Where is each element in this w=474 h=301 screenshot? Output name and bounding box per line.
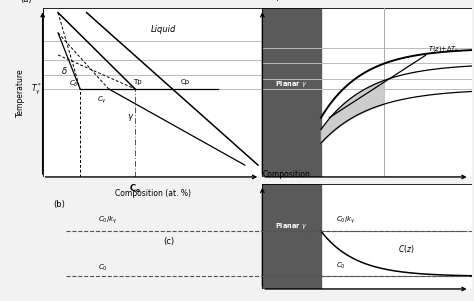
Text: $C_0$: $C_0$ — [336, 261, 346, 271]
Text: Composition: Composition — [263, 169, 310, 178]
Text: Cp: Cp — [181, 79, 190, 85]
Text: $T(z){+}\Delta T_n$: $T(z){+}\Delta T_n$ — [428, 44, 459, 54]
Text: $T_1^\delta(C_0/k_\delta)$: $T_1^\delta(C_0/k_\delta)$ — [264, 70, 291, 81]
Text: (a): (a) — [21, 0, 32, 4]
Text: Tp: Tp — [133, 79, 141, 85]
Bar — [263, 8, 321, 177]
Text: $T^*_\gamma$: $T^*_\gamma$ — [31, 81, 42, 97]
Text: $C(z)$: $C(z)$ — [398, 243, 415, 255]
Text: $C_\delta$: $C_\delta$ — [69, 79, 78, 89]
Text: $C_0$: $C_0$ — [98, 263, 107, 273]
Text: Composition (at. %): Composition (at. %) — [115, 189, 191, 198]
Text: Planar $\gamma$: Planar $\gamma$ — [275, 79, 308, 89]
Text: (c): (c) — [164, 237, 174, 246]
Text: (b): (b) — [54, 200, 65, 209]
Text: $C_\gamma$: $C_\gamma$ — [97, 95, 107, 107]
Text: $z_n$: $z_n$ — [380, 184, 388, 193]
Text: Temperature: Temperature — [16, 68, 25, 116]
Text: $T_1^\gamma(C_0)$: $T_1^\gamma(C_0)$ — [264, 55, 283, 65]
Text: $\gamma$: $\gamma$ — [127, 112, 134, 123]
Text: Liquid: Liquid — [151, 25, 176, 34]
Bar — [263, 184, 321, 289]
Text: $T_1^\delta(C_0)$: $T_1^\delta(C_0)$ — [264, 36, 283, 47]
Text: $C_0/k_\gamma$: $C_0/k_\gamma$ — [336, 214, 356, 226]
Text: $\delta$: $\delta$ — [61, 65, 68, 76]
Text: $T_1^\gamma(C_0/k_\gamma)$: $T_1^\gamma(C_0/k_\gamma)$ — [264, 83, 291, 94]
Text: $C_0/k_\gamma$: $C_0/k_\gamma$ — [98, 215, 117, 226]
Text: $\mathbf{C_o}$: $\mathbf{C_o}$ — [129, 182, 141, 194]
Text: Planar $\gamma$: Planar $\gamma$ — [275, 221, 308, 231]
Text: Temperature: Temperature — [263, 0, 311, 1]
